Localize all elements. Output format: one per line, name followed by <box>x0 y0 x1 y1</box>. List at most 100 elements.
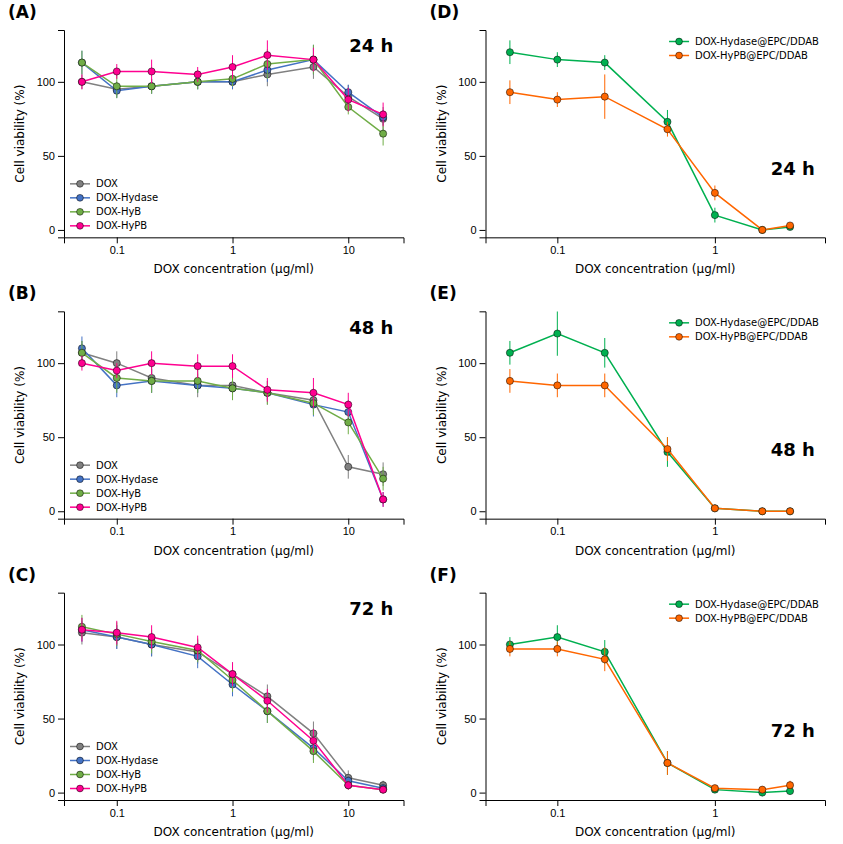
tick: 50 <box>464 431 485 443</box>
series <box>78 615 386 793</box>
tick: 50 <box>43 713 64 725</box>
legend-entry: DOX-HyB <box>70 206 141 217</box>
x-axis-title: DOX concentration (μg/ml) <box>575 544 736 558</box>
tick-label: 0 <box>470 787 476 799</box>
panel: 0.11050100DOX concentration (μg/ml)Cell … <box>430 283 826 557</box>
tick-label: 100 <box>458 639 476 651</box>
panel: 0.1110050100DOX concentration (μg/ml)Cel… <box>8 565 404 839</box>
point <box>601 656 608 663</box>
point <box>310 389 317 396</box>
line <box>510 334 790 512</box>
tick-label: 0.1 <box>110 244 125 256</box>
y-axis-title: Cell viability (%) <box>435 85 449 183</box>
plot-area <box>78 337 386 507</box>
point <box>78 349 85 356</box>
point <box>554 382 561 389</box>
tick-mark <box>58 82 64 83</box>
line <box>82 353 383 479</box>
point <box>601 382 608 389</box>
tick: 0.1 <box>110 519 125 538</box>
line <box>510 381 790 511</box>
panel-label: (F) <box>430 565 457 585</box>
legend-label: DOX-HyB <box>96 769 141 780</box>
tick-mark <box>715 800 716 806</box>
tick: 100 <box>37 639 64 651</box>
legend-entry: DOX-HyB <box>70 769 141 780</box>
line <box>510 52 790 230</box>
point <box>229 385 236 392</box>
legend-entry: DOX-HyB <box>70 488 141 499</box>
legend-marker <box>676 615 683 622</box>
tick: 0.1 <box>550 800 565 819</box>
axis-line <box>65 238 405 244</box>
panel: 0.1110050100DOX concentration (μg/ml)Cel… <box>8 283 404 557</box>
point <box>148 83 155 90</box>
tick: 10 <box>343 800 355 819</box>
line <box>82 363 383 499</box>
point <box>380 111 387 118</box>
axis-line <box>486 519 826 525</box>
point <box>711 212 718 219</box>
tick-mark <box>58 511 64 512</box>
legend-label: DOX-Hydase@EPC/DDAB <box>695 317 819 328</box>
y-axis-title: Cell viability (%) <box>13 85 27 183</box>
point <box>664 759 671 766</box>
x-axis-title: DOX concentration (μg/ml) <box>153 544 314 558</box>
axis-line <box>480 312 487 519</box>
tick: 0 <box>470 505 485 517</box>
point <box>711 785 718 792</box>
x-axis: 0.1110 <box>65 237 405 256</box>
legend-marker <box>77 208 84 215</box>
x-axis-title: DOX concentration (μg/ml) <box>575 262 736 276</box>
point <box>554 330 561 337</box>
point <box>506 49 513 56</box>
tick-label: 10 <box>343 807 355 819</box>
line <box>510 649 790 790</box>
legend-marker <box>77 757 84 764</box>
point <box>310 56 317 63</box>
point <box>78 59 85 66</box>
legend-marker <box>77 490 84 497</box>
point <box>711 505 718 512</box>
point <box>601 349 608 356</box>
point <box>380 475 387 482</box>
legend-entry: DOX-Hydase@EPC/DDAB <box>669 36 819 47</box>
tick-label: 1 <box>712 525 718 537</box>
point <box>380 786 387 793</box>
tick: 1 <box>230 237 236 256</box>
point <box>786 222 793 229</box>
tick-label: 0 <box>49 224 55 236</box>
x-axis-title: DOX concentration (μg/ml) <box>575 825 736 839</box>
series <box>78 618 386 792</box>
tick-label: 0.1 <box>550 525 565 537</box>
tick: 100 <box>458 639 485 651</box>
axis-line <box>58 593 65 800</box>
tick: 0 <box>49 505 64 517</box>
y-axis: 050100 <box>458 593 486 800</box>
legend-entry: DOX-Hydase@EPC/DDAB <box>669 599 819 610</box>
tick-mark <box>715 237 716 243</box>
axis-line <box>480 31 487 238</box>
point <box>78 360 85 367</box>
x-axis: 0.11 <box>486 519 826 538</box>
axis-line <box>65 519 405 525</box>
tick-mark <box>480 793 486 794</box>
panel-label: (C) <box>8 565 36 585</box>
tick-label: 100 <box>37 76 55 88</box>
tick-mark <box>557 519 558 525</box>
point <box>78 78 85 85</box>
point <box>264 52 271 59</box>
point <box>148 634 155 641</box>
point <box>506 89 513 96</box>
axis-line <box>486 238 826 244</box>
legend-entry: DOX-HyPB@EPC/DDAB <box>669 50 808 61</box>
point <box>113 68 120 75</box>
point <box>345 782 352 789</box>
line <box>82 55 383 114</box>
plot-area <box>506 40 793 233</box>
y-axis-title: Cell viability (%) <box>435 647 449 745</box>
tick: 0 <box>470 787 485 799</box>
point <box>380 786 387 793</box>
point <box>229 363 236 370</box>
line <box>510 92 790 230</box>
